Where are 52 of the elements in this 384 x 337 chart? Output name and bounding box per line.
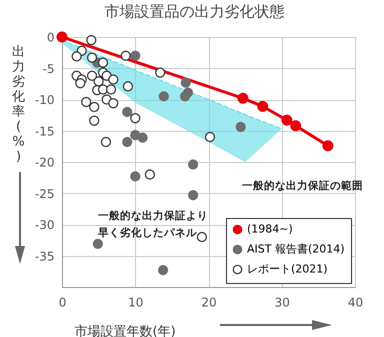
y-tick-label: -15 bbox=[34, 124, 54, 138]
point bbox=[72, 51, 82, 62]
point bbox=[122, 106, 132, 118]
point bbox=[130, 50, 140, 61]
point bbox=[86, 52, 98, 63]
point bbox=[155, 68, 166, 78]
y-tick-label: -35 bbox=[34, 249, 54, 264]
point bbox=[290, 120, 302, 132]
chart-title: 市場設置品の出力劣化状態 bbox=[104, 2, 284, 21]
y-tick-label: -20 bbox=[34, 156, 54, 170]
point bbox=[120, 50, 131, 61]
point bbox=[281, 114, 292, 126]
legend-label: (1984~) bbox=[247, 222, 293, 236]
annotation: 一般的な出力保証より早く劣化したパネル bbox=[97, 209, 208, 239]
annotation: 一般的な出力保証の範囲 bbox=[242, 179, 363, 192]
point bbox=[322, 140, 334, 152]
y-tick-label: 0 bbox=[46, 30, 54, 44]
point bbox=[180, 78, 191, 88]
point bbox=[158, 91, 169, 102]
x-tick-label: 40 bbox=[348, 296, 364, 310]
y-tick-label: -5 bbox=[42, 62, 54, 76]
legend-label: AIST 報告書(2014) bbox=[247, 242, 345, 256]
legend-label: レポート(2021) bbox=[247, 262, 328, 276]
x-tick-label: 20 bbox=[201, 296, 217, 310]
point bbox=[158, 265, 168, 276]
y-tick-label: -25 bbox=[34, 186, 54, 201]
point bbox=[180, 91, 190, 102]
point bbox=[130, 113, 140, 124]
point bbox=[98, 58, 108, 68]
point bbox=[108, 98, 118, 108]
point bbox=[130, 171, 140, 182]
point bbox=[236, 122, 246, 132]
point bbox=[92, 238, 103, 249]
point bbox=[86, 35, 96, 46]
point bbox=[257, 100, 268, 112]
y-tick-label: -30 bbox=[34, 218, 54, 232]
point bbox=[122, 136, 132, 148]
x-tick-label: 30 bbox=[274, 296, 290, 310]
point bbox=[122, 81, 133, 92]
x-tick-label: 0 bbox=[58, 296, 66, 310]
point bbox=[81, 96, 92, 108]
point bbox=[237, 92, 248, 104]
point bbox=[108, 74, 118, 85]
point bbox=[204, 132, 216, 142]
point bbox=[138, 132, 148, 143]
point bbox=[188, 190, 198, 200]
y-axis-title: 出力劣化率(%) bbox=[12, 44, 25, 164]
point bbox=[56, 32, 68, 42]
y-tick-label: -10 bbox=[34, 93, 54, 107]
point bbox=[75, 78, 86, 88]
x-tick-label: 10 bbox=[128, 296, 144, 310]
point bbox=[188, 159, 198, 170]
